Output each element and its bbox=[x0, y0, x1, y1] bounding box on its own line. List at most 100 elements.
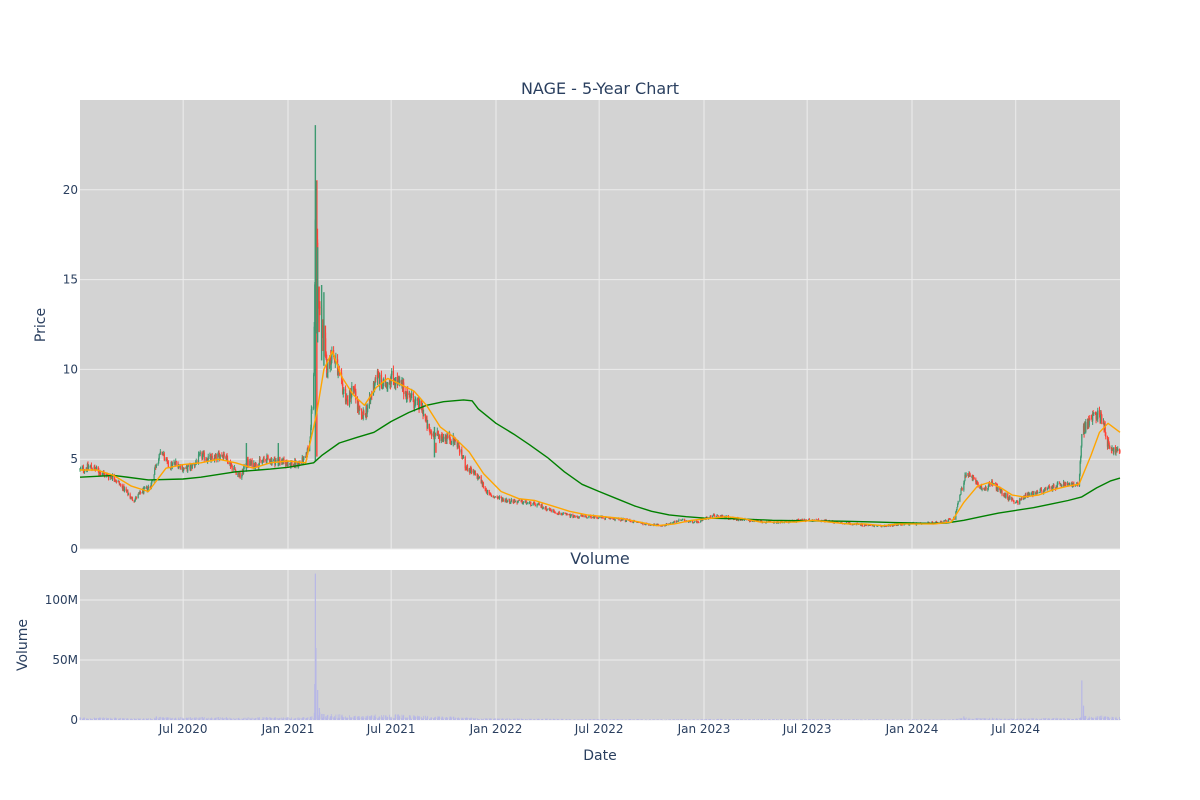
volume-bar bbox=[242, 718, 243, 720]
volume-bar bbox=[1032, 719, 1034, 720]
volume-bar bbox=[840, 719, 842, 720]
candle-body bbox=[525, 500, 527, 504]
volume-bar bbox=[506, 718, 508, 720]
candle-body bbox=[522, 503, 524, 505]
volume-bar bbox=[439, 716, 440, 720]
volume-bar bbox=[1112, 717, 1113, 720]
candle-body bbox=[202, 453, 204, 456]
volume-bar bbox=[285, 717, 287, 720]
volume-bar bbox=[114, 717, 116, 720]
volume-bar bbox=[929, 719, 931, 720]
candle-body bbox=[258, 463, 260, 467]
volume-bar bbox=[977, 718, 978, 720]
volume-bar bbox=[366, 716, 368, 720]
volume-bar bbox=[410, 718, 412, 720]
volume-bar bbox=[194, 717, 196, 720]
volume-bar bbox=[1119, 716, 1120, 720]
volume-bar bbox=[1001, 719, 1003, 720]
candle-body bbox=[141, 492, 143, 494]
volume-bar bbox=[589, 719, 590, 720]
volume-bar bbox=[1039, 718, 1041, 720]
candle-body bbox=[610, 518, 612, 519]
volume-bar bbox=[771, 719, 773, 720]
volume-bar bbox=[1025, 718, 1027, 720]
volume-bar bbox=[226, 717, 227, 720]
volume-bar bbox=[433, 717, 435, 720]
volume-bar bbox=[803, 719, 805, 720]
candle-body bbox=[959, 494, 961, 502]
candle-body bbox=[147, 488, 149, 491]
candle-body bbox=[413, 406, 416, 408]
volume-bar bbox=[482, 719, 484, 720]
volume-bar bbox=[365, 717, 366, 720]
volume-bar bbox=[630, 719, 631, 720]
volume-bar bbox=[494, 719, 496, 720]
volume-bar bbox=[237, 718, 239, 720]
candle-body bbox=[534, 504, 536, 507]
candle-body bbox=[129, 494, 131, 498]
volume-bar bbox=[249, 719, 251, 720]
candle-body bbox=[682, 519, 684, 521]
volume-bar bbox=[871, 719, 873, 720]
candle-body bbox=[517, 501, 519, 502]
candle-body bbox=[157, 463, 159, 465]
volume-bar bbox=[660, 719, 662, 720]
volume-bar bbox=[223, 718, 225, 720]
candle-body bbox=[427, 423, 429, 429]
candle-body bbox=[243, 465, 245, 469]
candle-body bbox=[253, 463, 255, 469]
candle-body bbox=[1005, 493, 1007, 497]
volume-bar bbox=[151, 719, 153, 720]
volume-bar bbox=[546, 718, 548, 720]
candle-body bbox=[576, 515, 579, 518]
volume-bar bbox=[406, 718, 407, 720]
volume-bar bbox=[177, 719, 179, 720]
volume-bar bbox=[805, 719, 806, 720]
candle-body bbox=[972, 476, 974, 481]
candle-body bbox=[380, 374, 383, 388]
volume-bar bbox=[1071, 718, 1073, 720]
volume-bar bbox=[975, 718, 977, 720]
volume-bar bbox=[1095, 716, 1097, 720]
volume-bar bbox=[163, 718, 165, 720]
candle-body bbox=[123, 485, 125, 491]
volume-bar bbox=[625, 719, 627, 720]
candle-body bbox=[197, 454, 200, 462]
volume-bar bbox=[877, 719, 879, 720]
volume-bar bbox=[242, 719, 244, 720]
volume-bar bbox=[199, 717, 201, 720]
volume-bar bbox=[957, 718, 959, 720]
candle-body bbox=[588, 515, 590, 518]
candle-body bbox=[102, 474, 104, 476]
volume-bar bbox=[593, 718, 595, 720]
candle-body bbox=[518, 500, 520, 501]
volume-bar bbox=[660, 719, 662, 720]
candle-body bbox=[229, 461, 232, 467]
volume-bar bbox=[955, 719, 957, 720]
volume-bar bbox=[979, 718, 981, 720]
volume-bar bbox=[517, 719, 519, 720]
candle-body bbox=[1011, 496, 1013, 501]
volume-bar bbox=[904, 719, 905, 720]
volume-bar bbox=[576, 719, 578, 720]
volume-bar bbox=[1016, 718, 1018, 720]
volume-bar bbox=[943, 719, 945, 720]
volume-bar bbox=[247, 717, 249, 720]
volume-bar bbox=[843, 719, 845, 720]
volume-bar bbox=[785, 719, 787, 720]
candle-body bbox=[876, 525, 878, 527]
candle-body bbox=[980, 485, 983, 490]
volume-bar bbox=[285, 717, 287, 720]
x-tick-label: Jul 2024 bbox=[990, 722, 1040, 736]
volume-bar bbox=[839, 719, 841, 720]
candle-body bbox=[173, 462, 175, 464]
volume-bar bbox=[295, 718, 297, 720]
candle-body bbox=[510, 499, 512, 502]
x-tick-label: Jan 2021 bbox=[261, 722, 315, 736]
volume-bar bbox=[417, 716, 419, 720]
volume-bar bbox=[84, 717, 85, 720]
volume-bar bbox=[91, 719, 93, 720]
candle-body bbox=[650, 524, 652, 526]
volume-bar bbox=[422, 718, 424, 720]
volume-bar bbox=[393, 717, 395, 720]
